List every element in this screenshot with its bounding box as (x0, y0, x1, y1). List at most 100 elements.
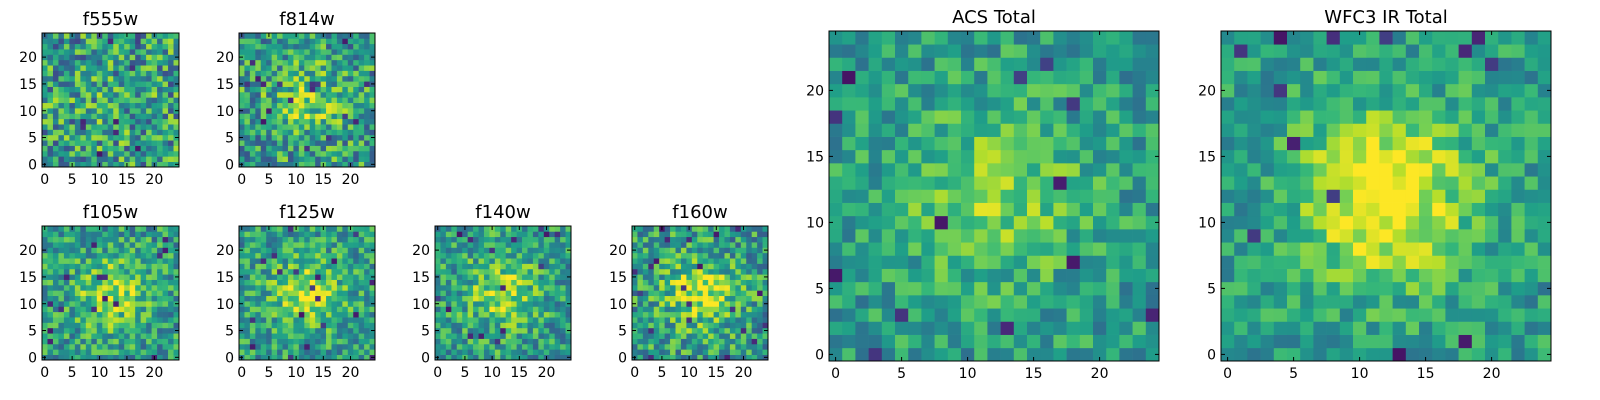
heatmap-cell (47, 284, 54, 291)
heatmap-cell (369, 338, 376, 345)
x-tick-label: 0 (40, 172, 49, 188)
heatmap-cell (1027, 70, 1041, 85)
heatmap-cell (271, 108, 278, 114)
heatmap-cell (1458, 255, 1473, 269)
heatmap-cell (293, 124, 300, 130)
heatmap-cell (157, 317, 163, 323)
heatmap-cell (255, 306, 262, 313)
heatmap-cell (52, 81, 59, 87)
heatmap-cell (751, 236, 758, 243)
heatmap-cell (708, 333, 714, 339)
heatmap-cell (124, 118, 131, 125)
heatmap-cell (746, 306, 753, 313)
heatmap-cell (642, 263, 649, 270)
heatmap-cell (1013, 295, 1028, 309)
heatmap-cell (653, 354, 660, 361)
heatmap-cell (91, 268, 98, 275)
heatmap-cell (58, 156, 65, 162)
heatmap-cell (702, 268, 709, 275)
heatmap-cell (637, 338, 644, 345)
heatmap-cell (921, 295, 935, 309)
heatmap-cell (729, 279, 736, 286)
heatmap-cell (107, 49, 114, 55)
heatmap-cell (85, 86, 92, 93)
heatmap-cell (58, 108, 65, 114)
heatmap-cell (320, 258, 327, 264)
heatmap-cell (353, 236, 360, 243)
heatmap-cell (58, 33, 65, 39)
heatmap-cell (719, 226, 725, 232)
heatmap-cell (445, 343, 452, 350)
heatmap-cell (895, 202, 909, 217)
heatmap-cell (151, 102, 158, 109)
heatmap-cell (543, 295, 550, 302)
heatmap-cell (271, 343, 278, 350)
heatmap-cell (282, 290, 289, 297)
heatmap-cell (129, 290, 136, 297)
heatmap-cell (96, 65, 103, 71)
heatmap-cell (315, 81, 321, 87)
heatmap-cell (358, 226, 365, 232)
heatmap-cell (746, 247, 753, 254)
heatmap-cell (740, 295, 747, 302)
heatmap-cell (1093, 229, 1107, 243)
heatmap-cell (1419, 189, 1433, 203)
heatmap-cell (140, 236, 147, 243)
heatmap-cell (320, 65, 327, 71)
heatmap-cell (751, 306, 758, 313)
heatmap-cell (129, 354, 136, 361)
heatmap-cell (1013, 176, 1028, 190)
heatmap-cell (829, 31, 843, 45)
heatmap-cell (1132, 149, 1147, 164)
heatmap-cell (729, 242, 736, 248)
heatmap-cell (686, 295, 693, 302)
heatmap-cell (467, 354, 474, 361)
heatmap-cell (298, 290, 305, 297)
heatmap-cell (118, 231, 125, 238)
heatmap-cell (173, 284, 180, 291)
heatmap-cell (162, 279, 169, 286)
heatmap-cell (96, 156, 103, 162)
heatmap-cell (483, 333, 490, 339)
heatmap-cell (315, 231, 321, 238)
heatmap-cell (462, 247, 468, 254)
heatmap-cell (664, 284, 671, 291)
heatmap-cell (326, 49, 332, 55)
heatmap-cell (702, 322, 709, 329)
heatmap-cell (96, 129, 103, 136)
heatmap-cell (440, 274, 447, 280)
heatmap-cell (255, 70, 262, 77)
heatmap-cell (648, 263, 655, 270)
heatmap-cell (1353, 176, 1367, 190)
heatmap-cell (96, 311, 103, 318)
heatmap-cell (96, 279, 103, 286)
heatmap-cell (842, 44, 856, 58)
heatmap-cell (895, 242, 909, 256)
heatmap-cell (1106, 321, 1120, 335)
heatmap-cell (1040, 57, 1054, 71)
heatmap-cell (691, 252, 698, 259)
heatmap-cell (287, 268, 294, 275)
heatmap-cell (746, 354, 753, 361)
heatmap-cell (85, 75, 92, 82)
heatmap-cell (1366, 321, 1380, 335)
heatmap-cell (1079, 97, 1094, 111)
heatmap-cell (80, 134, 87, 141)
heatmap-cell (293, 236, 300, 243)
heatmap-cell (282, 263, 289, 270)
heatmap-cell (249, 75, 256, 82)
heatmap-cell (554, 258, 561, 264)
heatmap-cell (653, 268, 660, 275)
heatmap-cell (947, 163, 962, 177)
heatmap-cell (1066, 268, 1081, 283)
heatmap-cell (244, 295, 251, 302)
heatmap-cell (52, 54, 59, 61)
heatmap-cell (113, 295, 120, 302)
heatmap-cell (713, 327, 720, 334)
heatmap-cell (1432, 229, 1446, 243)
heatmap-cell (162, 91, 169, 98)
heatmap-cell (746, 290, 753, 297)
heatmap-cell (107, 140, 114, 146)
heatmap-cell (440, 317, 447, 323)
heatmap-cell (445, 349, 452, 355)
